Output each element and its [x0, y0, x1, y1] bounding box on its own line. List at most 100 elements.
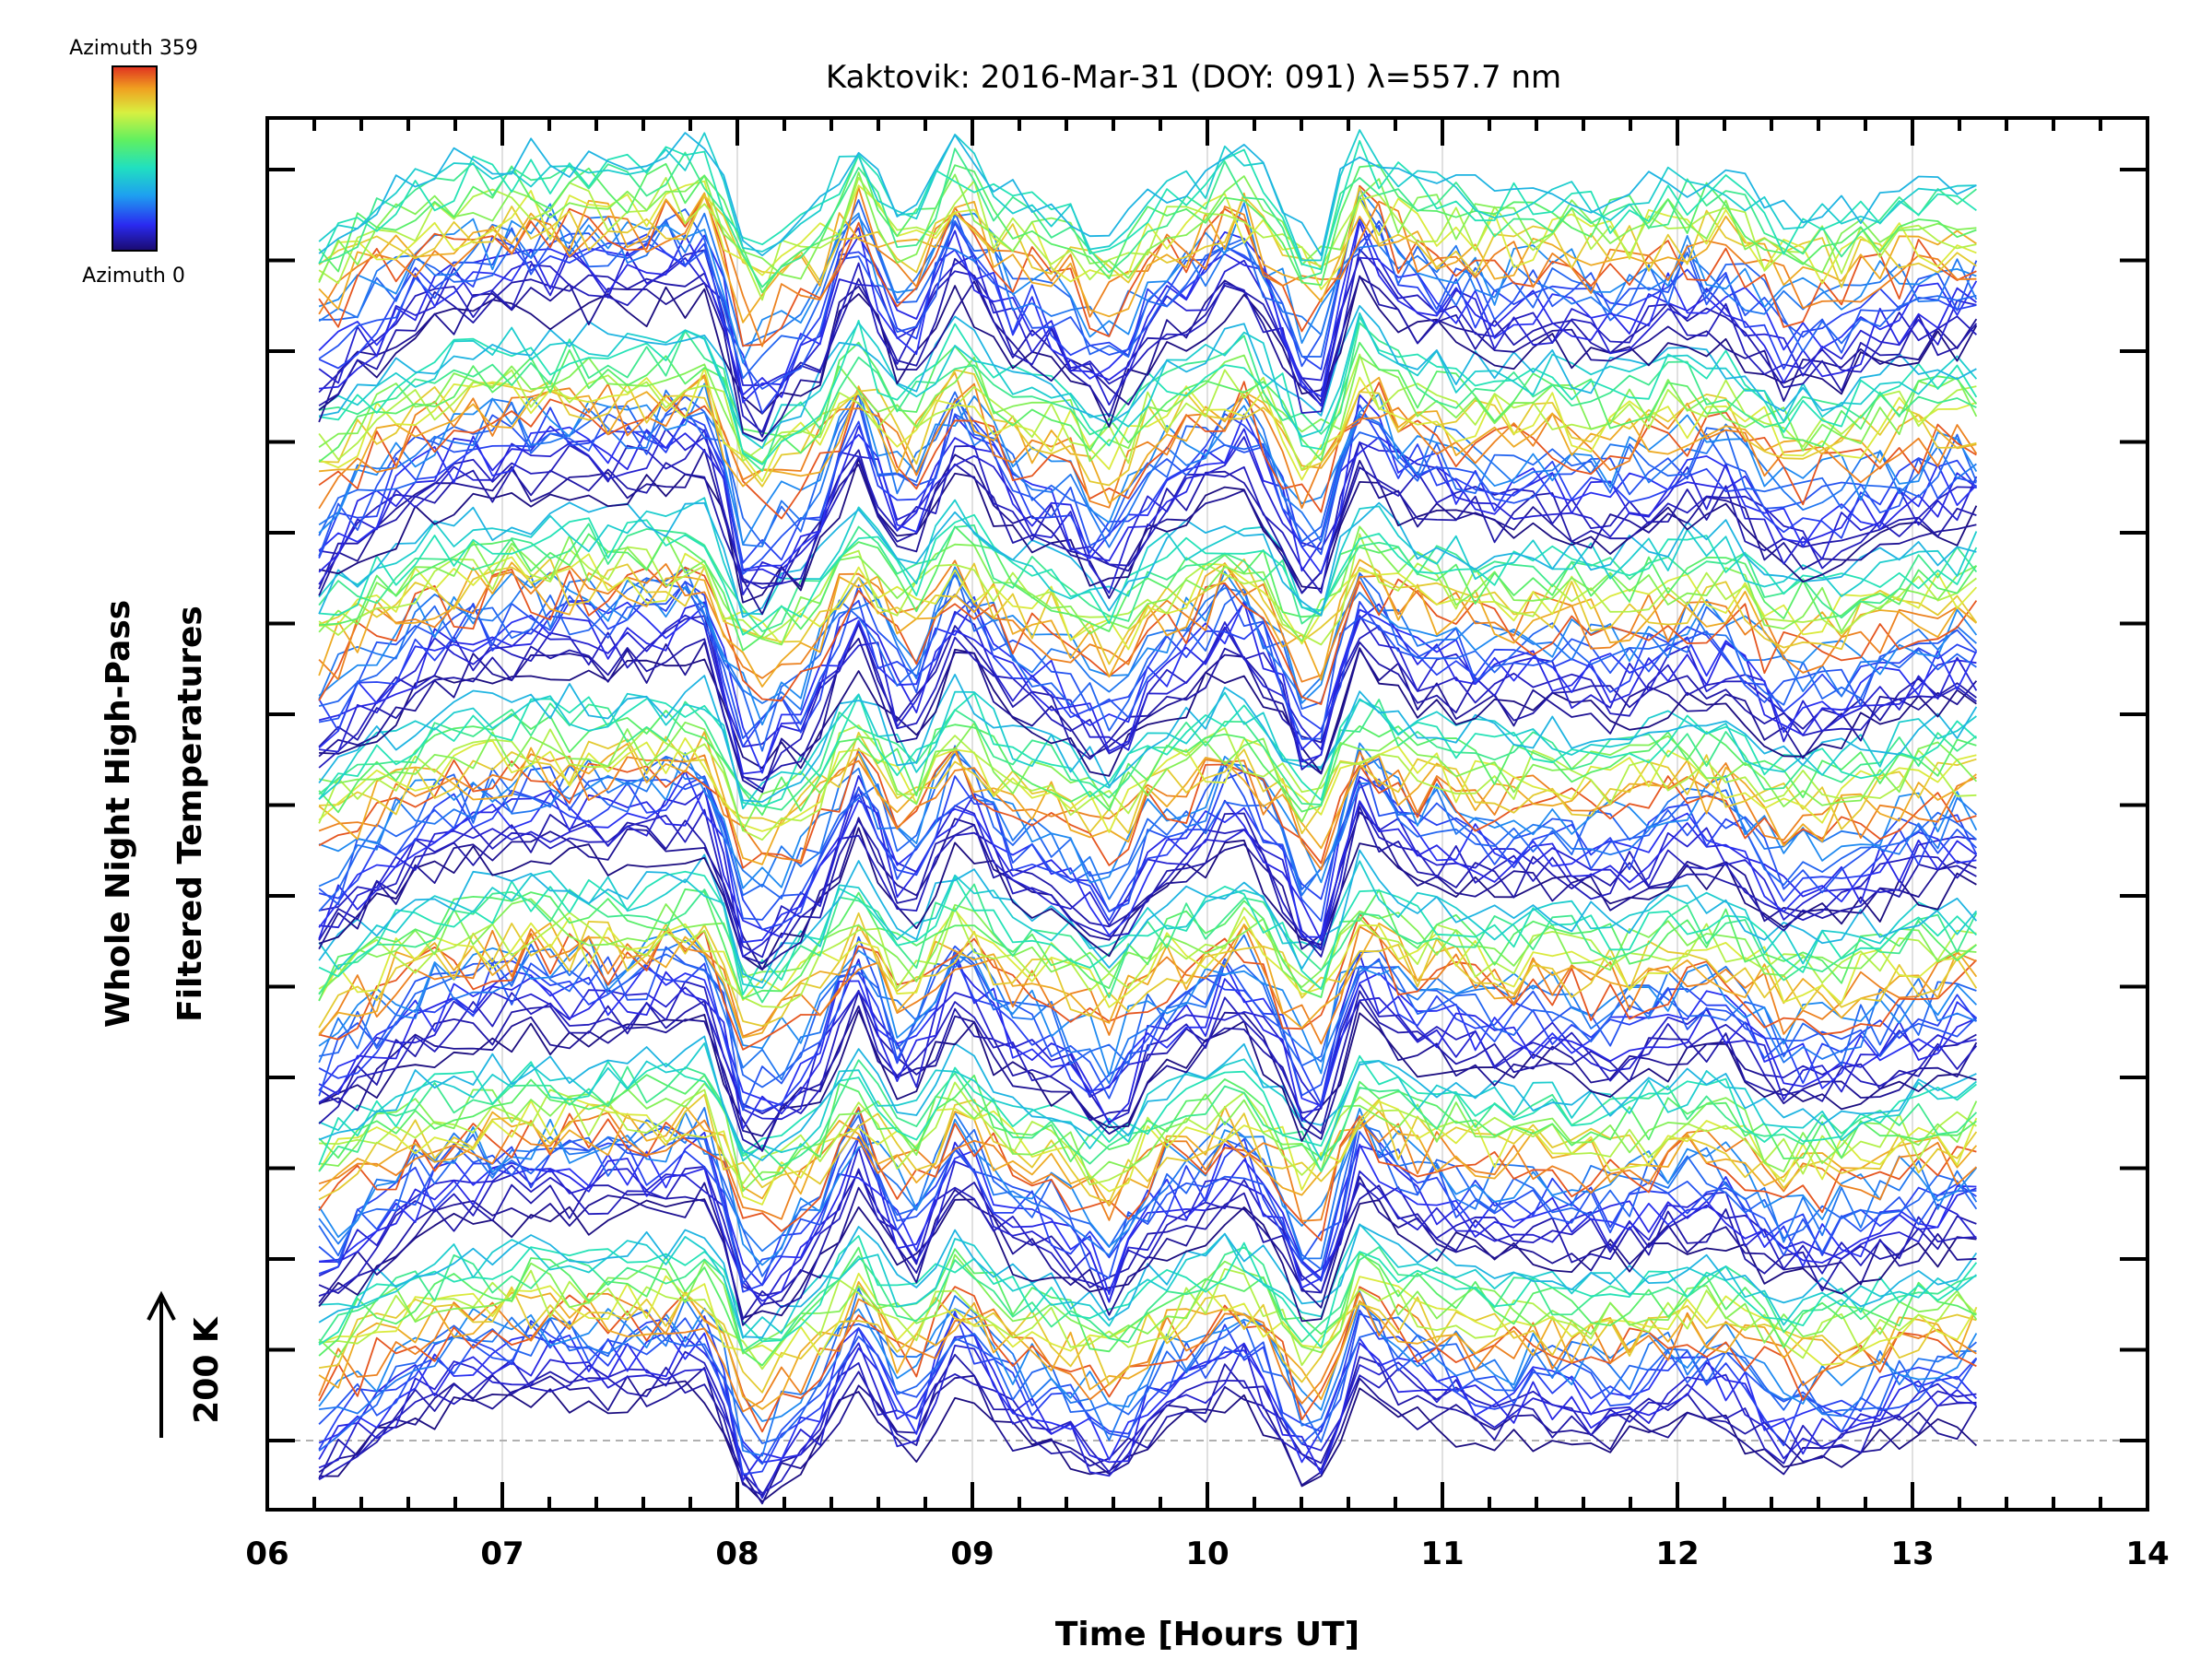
x-tick-labels: 06 07 08 09 10 11 12 13 14 — [245, 1535, 2169, 1572]
temperature-series-g3-c14 — [318, 731, 1977, 865]
temperature-series-g1-c17 — [319, 1081, 1977, 1186]
temperature-series-g3-c7 — [318, 771, 1978, 931]
scale-bar-label: 200 K — [188, 1316, 226, 1424]
temperature-series-g0-c4 — [318, 1342, 1977, 1500]
temperature-series-g4-c5 — [318, 601, 1977, 775]
temperature-series-g3-c1 — [318, 811, 1977, 971]
x-tick-label-11: 11 — [1420, 1535, 1464, 1572]
temperature-series-g6-c11 — [318, 188, 1977, 364]
x-tick-label-07: 07 — [480, 1535, 524, 1572]
temperature-series-g3-c3 — [318, 801, 1978, 959]
temperature-series-g0-c10 — [318, 1288, 1977, 1457]
axis-ticks — [265, 118, 2149, 1510]
temperature-series-g6-c22 — [318, 129, 1977, 262]
temperature-series-g4-c1 — [318, 637, 1978, 794]
temperature-series-g5-c16 — [318, 367, 1977, 483]
temperature-series-g3-c13 — [318, 750, 1977, 871]
temperature-series-g1-c7 — [318, 1115, 1977, 1293]
temperature-series-g1-c19 — [318, 1074, 1977, 1182]
temperature-series-g0-c14 — [318, 1281, 1978, 1410]
temperature-series-g2-c1 — [318, 1000, 1978, 1140]
temperature-series-g2-c9 — [318, 943, 1977, 1088]
temperature-series-g3-c12 — [318, 747, 1977, 869]
temperature-series-g5-c12 — [318, 381, 1977, 520]
temperature-series-g2-c15 — [318, 912, 1978, 1029]
temperature-series-g1-c9 — [318, 1114, 1978, 1277]
temperature-series-g6-c5 — [319, 221, 1977, 407]
temperature-series-g3-c8 — [318, 747, 1978, 923]
temperature-series-g0-c5 — [318, 1335, 1977, 1482]
temperature-series-g1-c15 — [318, 1093, 1978, 1204]
temperature-series-g2-c19 — [318, 888, 1977, 1002]
temperature-series-g3-c18 — [318, 721, 1978, 832]
temperature-series-g4-c21 — [319, 513, 1978, 636]
temperature-series-g4-c22 — [318, 497, 1978, 617]
temperature-series-g0-c20 — [318, 1246, 1977, 1352]
chart-title: Kaktovik: 2016-Mar-31 (DOY: 091) λ=557.7… — [826, 59, 1561, 96]
temperature-series-g3-c21 — [318, 692, 1978, 807]
temperature-series-g0-c23 — [318, 1223, 1978, 1338]
temperature-series-g6-c0 — [318, 275, 1978, 429]
temperature-series-g5-c23 — [318, 304, 1977, 442]
temperature-series-g5-c20 — [318, 322, 1977, 472]
temperature-series-g5-c8 — [318, 395, 1977, 575]
temperature-series-g3-c23 — [318, 674, 1978, 803]
temperature-series-g6-c21 — [318, 139, 1977, 271]
temperature-series-g5-c17 — [318, 353, 1977, 471]
temperature-series-g4-c12 — [318, 566, 1978, 705]
temperature-series-g0-c19 — [318, 1246, 1977, 1367]
azimuth-colorbar — [112, 65, 158, 252]
temperature-series-g6-c7 — [318, 222, 1977, 414]
x-tick-label-08: 08 — [715, 1535, 759, 1572]
temperature-series-g1-c18 — [318, 1082, 1978, 1193]
temperature-series-g6-c17 — [318, 176, 1977, 301]
x-axis-label: Time [Hours UT] — [1055, 1616, 1359, 1653]
colorbar-bottom-label: Azimuth 0 — [82, 265, 185, 288]
temperature-series-g5-c13 — [318, 374, 1978, 510]
temperature-series-g2-c14 — [318, 922, 1978, 1039]
scale-bar-arrowhead — [147, 1290, 176, 1321]
temperature-series-g6-c14 — [318, 192, 1977, 324]
temperature-series-g2-c21 — [318, 870, 1978, 995]
x-tick-label-10: 10 — [1185, 1535, 1229, 1572]
temperature-series-g4-c10 — [318, 566, 1977, 711]
temperature-series-g2-c16 — [318, 909, 1977, 1008]
temperature-series-g2-c3 — [318, 981, 1978, 1124]
temperature-series-g2-c23 — [318, 849, 1978, 983]
y-axis-label-line1: Whole Night High-Pass — [100, 600, 137, 1028]
temperature-series-g1-c6 — [319, 1131, 1977, 1295]
x-tick-label-06: 06 — [245, 1535, 288, 1572]
x-tick-label-13: 13 — [1890, 1535, 1934, 1572]
temperature-series-g6-c12 — [318, 184, 1977, 347]
temperature-series-g3-c2 — [318, 806, 1977, 964]
temperature-series-g6-c20 — [318, 147, 1977, 288]
temperature-series-g0-c8 — [318, 1312, 1978, 1465]
temperature-series-g0-c21 — [318, 1235, 1978, 1348]
temperature-series-g5-c3 — [318, 429, 1977, 594]
y-axis-label-line2: Filtered Temperatures — [171, 606, 209, 1022]
temperature-series-g4-c2 — [318, 620, 1977, 782]
temperature-series-g1-c23 — [318, 1035, 1977, 1161]
temperature-series-g5-c1 — [318, 448, 1977, 616]
temperature-series-g4-c0 — [319, 647, 1977, 777]
temperature-series-g5-c22 — [318, 312, 1978, 450]
temperature-series-g1-c14 — [318, 1105, 1978, 1206]
temperature-series-g4-c23 — [318, 501, 1977, 618]
temperature-series-g5-c10 — [318, 389, 1977, 548]
temperature-series-g5-c5 — [318, 425, 1977, 580]
temperature-series-g2-c11 — [318, 927, 1978, 1077]
temperature-series-g5-c6 — [318, 394, 1978, 574]
temperature-series-g4-c19 — [319, 525, 1978, 652]
temperature-curves — [318, 129, 1978, 1505]
x-tick-label-14: 14 — [2125, 1535, 2169, 1572]
temperature-series-g1-c20 — [318, 1059, 1978, 1172]
temperature-series-g0-c1 — [318, 1367, 1978, 1505]
temperature-series-g0-c17 — [319, 1268, 1978, 1371]
temperature-series-g4-c8 — [318, 581, 1978, 740]
temperature-series-g1-c1 — [318, 1175, 1977, 1326]
temperature-series-g6-c18 — [318, 171, 1977, 283]
temperature-series-g0-c2 — [318, 1353, 1977, 1497]
temperature-series-g2-c12 — [318, 912, 1978, 1051]
x-tick-label-12: 12 — [1655, 1535, 1699, 1572]
